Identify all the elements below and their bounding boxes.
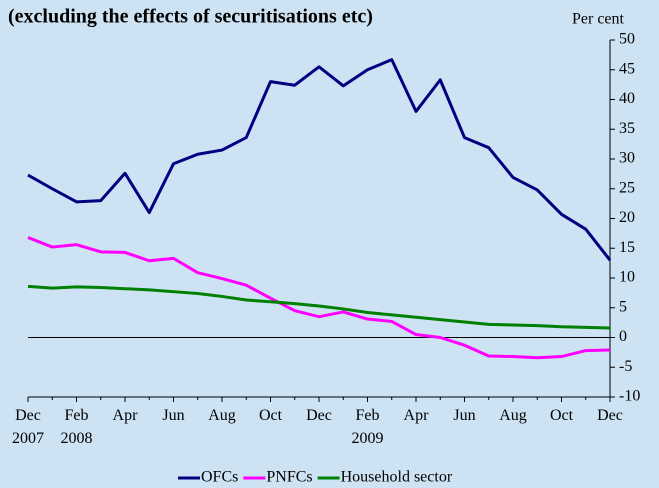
y-tick-label: 15 bbox=[619, 239, 635, 256]
legend-label: OFCs bbox=[201, 469, 238, 486]
x-tick-label: Apr bbox=[112, 407, 138, 424]
series-line bbox=[27, 284, 611, 330]
x-tick-label: Aug bbox=[208, 407, 236, 424]
y-tick-label: 40 bbox=[619, 90, 635, 107]
x-tick-label: Oct bbox=[258, 407, 283, 424]
chart-title: (excluding the effects of securitisation… bbox=[8, 6, 373, 28]
x-tick-label: Aug bbox=[499, 407, 527, 424]
y-tick-label: 0 bbox=[619, 328, 627, 345]
y-tick-label: 10 bbox=[619, 269, 635, 286]
y-axis-label: Per cent bbox=[572, 11, 625, 28]
x-tick-label: Jun bbox=[162, 407, 185, 424]
x-tick-label: Feb 2009 bbox=[351, 407, 384, 447]
y-tick-label: 20 bbox=[619, 209, 635, 226]
y-tick-label: 50 bbox=[619, 31, 635, 48]
y-tick-label: 35 bbox=[619, 120, 635, 137]
y-tick-label: -5 bbox=[619, 358, 632, 375]
legend-label: Household sector bbox=[341, 469, 453, 486]
y-tick-label: 30 bbox=[619, 150, 635, 167]
y-tick-label: 45 bbox=[619, 60, 635, 77]
x-tick-label: Dec bbox=[597, 407, 623, 424]
x-tick-label: Apr bbox=[403, 407, 429, 424]
x-tick-label: Oct bbox=[549, 407, 574, 424]
legend-label: PNFCs bbox=[266, 469, 312, 486]
series-line bbox=[27, 236, 611, 360]
y-tick-label: 25 bbox=[619, 179, 635, 196]
x-tick-label: Dec 2007 bbox=[12, 407, 44, 447]
y-tick-label: 5 bbox=[619, 298, 627, 315]
x-tick-label: Feb 2008 bbox=[60, 407, 93, 447]
x-tick-label: Dec bbox=[306, 407, 332, 424]
x-tick-label: Jun bbox=[453, 407, 476, 424]
series-line bbox=[27, 58, 612, 262]
y-tick-label: -10 bbox=[619, 388, 640, 405]
